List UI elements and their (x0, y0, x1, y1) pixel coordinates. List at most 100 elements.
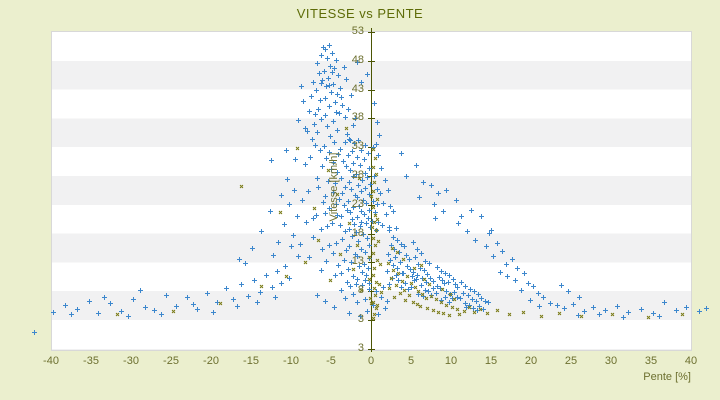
data-point (358, 188, 364, 194)
data-point (365, 308, 370, 314)
data-point (224, 286, 230, 292)
data-point (190, 302, 196, 308)
data-point (373, 141, 379, 147)
data-point (679, 311, 686, 318)
data-point (390, 235, 396, 241)
data-point (252, 277, 258, 283)
data-point (355, 300, 361, 306)
data-point (346, 137, 352, 143)
data-point (472, 288, 478, 294)
data-point (354, 60, 360, 66)
data-point (312, 121, 318, 127)
data-point (354, 195, 360, 201)
data-point (370, 303, 376, 309)
data-point (322, 113, 328, 119)
data-point (237, 256, 242, 262)
data-point (361, 157, 367, 163)
data-point (405, 287, 411, 293)
data-point (444, 187, 450, 193)
x-tick-label: 0 (367, 355, 375, 367)
data-point (313, 87, 319, 93)
data-point (346, 226, 352, 232)
data-point (494, 307, 501, 314)
data-point (388, 203, 394, 209)
data-point (298, 83, 304, 89)
data-point (495, 240, 501, 246)
data-point (559, 283, 565, 289)
data-point (170, 308, 177, 315)
data-point (290, 232, 296, 238)
data-point (340, 102, 346, 108)
data-point (387, 282, 393, 288)
data-point (349, 259, 354, 265)
data-point (413, 277, 419, 283)
data-point (376, 220, 382, 226)
data-point (391, 262, 397, 268)
data-point (341, 159, 346, 165)
data-point (283, 264, 289, 269)
data-point (375, 238, 382, 245)
data-point (324, 84, 330, 90)
data-point (374, 302, 381, 309)
data-point (367, 242, 373, 248)
data-point (329, 90, 334, 96)
data-point (410, 240, 416, 246)
data-point (401, 271, 406, 277)
data-point (531, 283, 537, 289)
x-tick-label: 30 (604, 355, 618, 367)
y-tick-label: 8 (357, 284, 364, 297)
data-point (435, 283, 441, 289)
data-point (614, 303, 620, 309)
data-point (385, 269, 390, 275)
x-tick-label: -35 (83, 355, 99, 367)
data-point (515, 266, 521, 272)
data-point (327, 277, 334, 284)
data-point (142, 305, 148, 311)
data-point (426, 260, 432, 266)
data-point (51, 310, 57, 316)
data-point (441, 281, 447, 287)
data-point (438, 268, 444, 274)
data-point (500, 249, 506, 255)
data-point (368, 182, 374, 188)
data-point (338, 288, 344, 294)
data-point (340, 190, 346, 196)
data-point (380, 222, 386, 228)
data-point (339, 213, 345, 219)
data-point (343, 125, 350, 132)
data-point (345, 153, 351, 159)
x-tick-label: 20 (524, 355, 538, 367)
data-point (339, 95, 345, 101)
data-point (284, 148, 290, 154)
y-tick-label: 33 (351, 140, 364, 153)
y-tick-label: 23 (351, 197, 364, 210)
data-point (309, 136, 315, 142)
data-point (332, 66, 338, 72)
data-point (158, 311, 164, 317)
data-point (320, 77, 326, 83)
data-point (414, 247, 420, 253)
plot-area (32, 28, 710, 352)
data-point (268, 208, 274, 214)
data-point (440, 277, 446, 283)
data-point (513, 278, 518, 284)
data-point (303, 125, 309, 131)
data-point (476, 291, 482, 297)
data-point (621, 314, 626, 320)
data-point (520, 309, 527, 316)
data-point (310, 215, 316, 221)
data-point (328, 134, 334, 140)
data-point (398, 284, 404, 290)
data-point (464, 304, 470, 310)
data-point (333, 109, 339, 115)
data-point (393, 225, 399, 231)
data-point (210, 309, 216, 315)
data-point (391, 208, 397, 214)
data-point (321, 200, 326, 206)
data-point (465, 293, 471, 299)
data-point (433, 216, 438, 222)
y-tick-label: 13 (351, 255, 364, 268)
y-axis-tick (368, 348, 375, 350)
data-point (341, 202, 347, 208)
data-point (661, 300, 667, 306)
